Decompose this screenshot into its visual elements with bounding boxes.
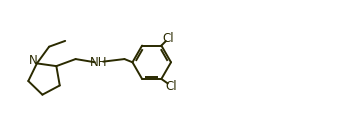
Text: Cl: Cl [163,32,174,45]
Text: N: N [29,54,37,67]
Text: NH: NH [90,56,107,69]
Text: Cl: Cl [165,79,177,92]
